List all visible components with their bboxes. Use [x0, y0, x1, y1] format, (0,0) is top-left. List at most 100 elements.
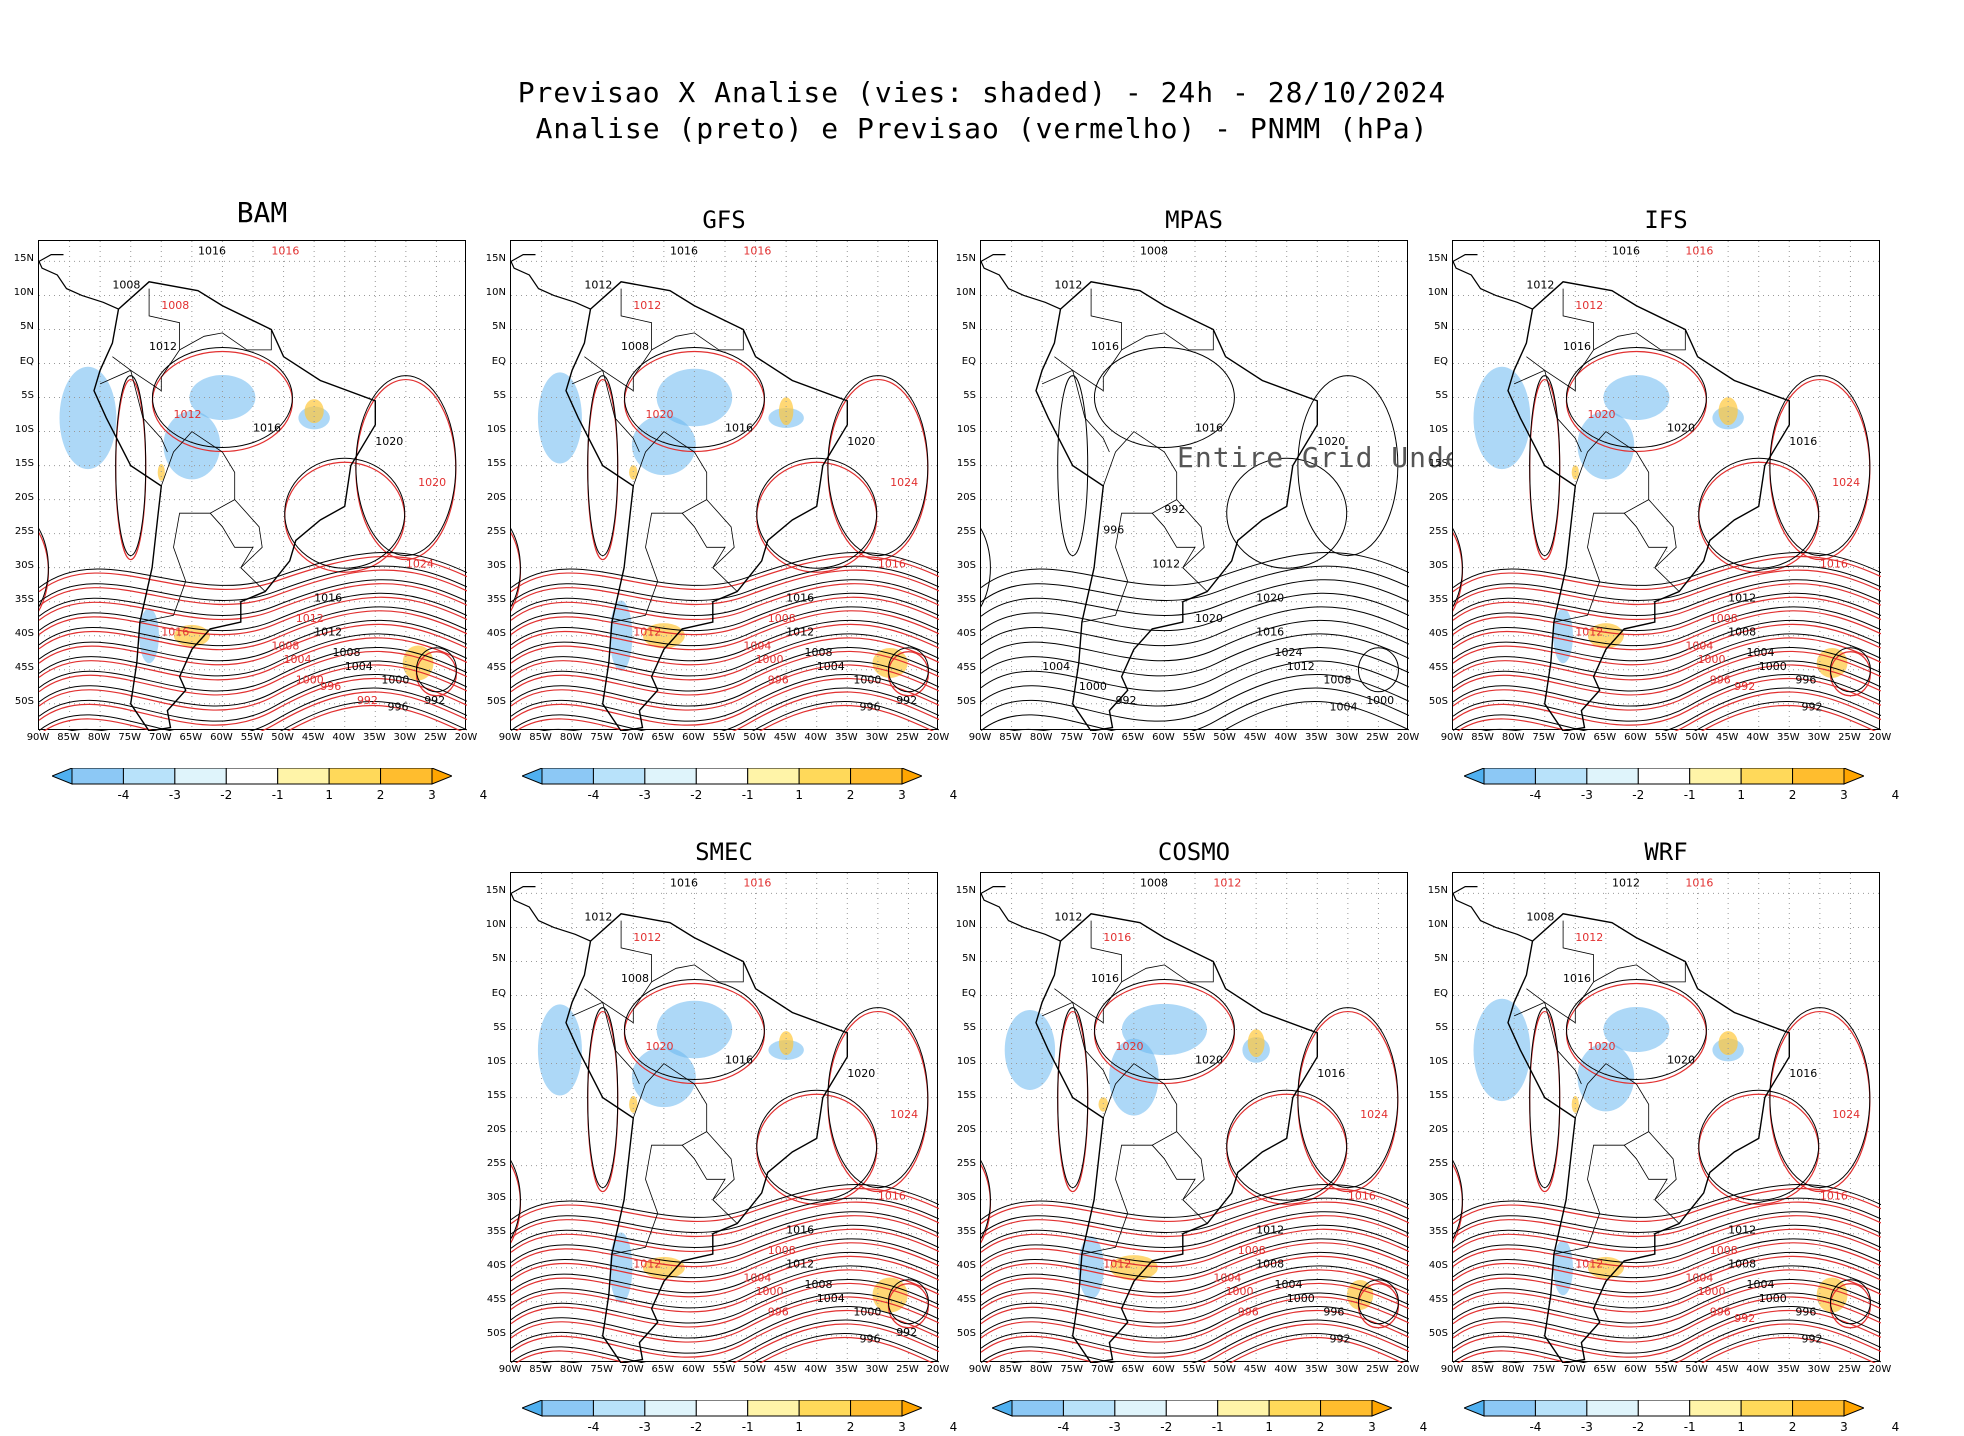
isobar-contour	[39, 579, 467, 617]
isobar-contour	[1453, 1184, 1881, 1221]
colorbar-tick-label: 1	[1265, 1420, 1273, 1434]
isobar-label-forecast: 996	[1710, 673, 1731, 686]
figure-title-line1: Previsao X Analise (vies: shaded) - 24h …	[517, 76, 1447, 109]
isobar-label-forecast: 1012	[633, 299, 661, 312]
map-panel-gfs: 1016 1012 1008 1016 1020 1016 1012 1008 1004 1000…	[510, 240, 939, 731]
longitude-label: 75W	[118, 732, 142, 743]
latitude-label: 15N	[13, 253, 34, 265]
latitude-label: 20S	[14, 491, 34, 503]
isobar-contour	[511, 555, 939, 593]
isobar-contour	[1453, 583, 1881, 621]
colorbar-swatch	[541, 767, 594, 785]
map-canvas: 1012100810161020101610121008100410009969…	[1453, 873, 1881, 1363]
isobar-contour	[511, 1224, 939, 1263]
longitude-label: 40W	[1746, 1364, 1770, 1375]
isobar-contour	[1698, 1093, 1820, 1205]
isobar-contour	[981, 1255, 1409, 1298]
latitude-label: 5N	[1434, 953, 1448, 965]
isobar-label-forecast: 992	[1734, 680, 1755, 693]
isobar-contour	[39, 623, 467, 666]
isobar-label-forecast: 1020	[646, 1040, 674, 1053]
isobar-contour	[981, 527, 991, 608]
isobar-label-analysis: 1016	[1563, 340, 1591, 353]
country-border	[632, 431, 738, 592]
panel-title-mpas: MPAS	[1165, 206, 1223, 234]
colorbar-tick-label: -3	[1580, 1420, 1593, 1434]
colorbar-swatch	[1114, 1399, 1167, 1417]
isobar-contour	[515, 1323, 939, 1363]
country-border	[1041, 369, 1110, 453]
isobar-label-forecast: 996	[768, 1305, 789, 1318]
isobar-contour	[756, 1089, 878, 1201]
isobar-label-forecast: 1012	[1575, 626, 1603, 639]
isobar-contour	[1453, 1238, 1881, 1279]
longitude-label: 20W	[926, 732, 950, 743]
isobar-contour	[1457, 691, 1881, 731]
colorbar-tick-label: 2	[376, 788, 385, 802]
latitude-label: 10N	[955, 287, 976, 299]
isobar-contour	[284, 457, 406, 569]
isobar-contour	[511, 673, 939, 722]
colorbar-swatches	[1462, 1399, 1866, 1417]
isobar-contour	[1453, 555, 1881, 593]
isobar-contour	[1453, 1319, 1881, 1363]
isobar-contour	[1297, 1007, 1399, 1189]
longitude-label: 40W	[332, 732, 356, 743]
longitude-label: 90W	[1440, 1364, 1464, 1375]
isobar-contour	[981, 1187, 1409, 1225]
colorbar-swatch	[174, 767, 227, 785]
colorbar-tick-label: -2	[1160, 1420, 1173, 1434]
isobar-label-analysis: 1012	[1256, 1224, 1284, 1237]
colorbar-swatch	[1586, 767, 1639, 785]
latitude-label: 20S	[1428, 491, 1448, 503]
country-border	[1054, 920, 1123, 1024]
latitude-label: 15S	[956, 457, 976, 469]
isobar-label-forecast: 996	[320, 680, 341, 693]
colorbar-tick-label: -2	[1632, 788, 1645, 802]
colorbar-swatch	[520, 1399, 543, 1417]
isobar-label-analysis: 1012	[1287, 660, 1315, 673]
isobar-label-analysis: 1016	[253, 422, 281, 435]
latitude-label: 15S	[486, 457, 506, 469]
latitude-label: 50S	[14, 695, 34, 707]
colorbar-swatch	[1740, 1399, 1794, 1417]
longitude-label: 60W	[1152, 1364, 1175, 1375]
isobar-contour	[511, 664, 939, 711]
longitude-label: 75W	[1060, 732, 1084, 743]
isobar-contour	[511, 1255, 939, 1298]
colorbar-swatch	[695, 767, 749, 785]
isobar-contour	[1453, 1296, 1881, 1343]
longitude-label: 75W	[1532, 1364, 1556, 1375]
isobar-label-analysis: 1020	[847, 1067, 875, 1080]
longitude-label: 50W	[1685, 732, 1708, 743]
isobar-label-analysis: 996	[1795, 1305, 1816, 1318]
isobar-contour	[981, 1224, 1409, 1263]
colorbar-swatches	[1462, 767, 1866, 785]
isobar-contour	[981, 619, 1409, 662]
longitude-label: 60W	[210, 732, 233, 743]
isobar-label-analysis: 1004	[345, 660, 373, 673]
longitude-label: 55W	[1654, 732, 1678, 743]
latitude-label: 25S	[486, 525, 506, 537]
isobar-label-forecast: 1016	[743, 245, 771, 258]
colorbar-tick-label: 4	[479, 788, 488, 802]
country-border	[1574, 431, 1680, 592]
longitude-label: 50W	[743, 732, 766, 743]
isobar-contour	[1698, 1089, 1820, 1201]
isobar-contour	[981, 646, 1409, 692]
isobar-contour	[623, 347, 765, 449]
country-border	[651, 961, 744, 983]
isobar-contour	[1453, 646, 1881, 692]
isobar-contour	[981, 1319, 1409, 1363]
isobar-label-analysis: 992	[1164, 503, 1185, 516]
isobar-label-forecast: 1012	[633, 1258, 661, 1271]
latitude-label: 40S	[1428, 1259, 1448, 1271]
isobar-label-forecast: 1016	[1103, 931, 1131, 944]
isobar-label-analysis: 1016	[1256, 626, 1284, 639]
isobar-contour	[887, 1279, 929, 1325]
isobar-contour	[511, 1187, 939, 1225]
isobar-contour	[39, 552, 467, 589]
isobar-contour	[511, 583, 939, 621]
isobar-label-analysis: 1012	[1054, 279, 1082, 292]
latitude-label: EQ	[491, 355, 506, 367]
